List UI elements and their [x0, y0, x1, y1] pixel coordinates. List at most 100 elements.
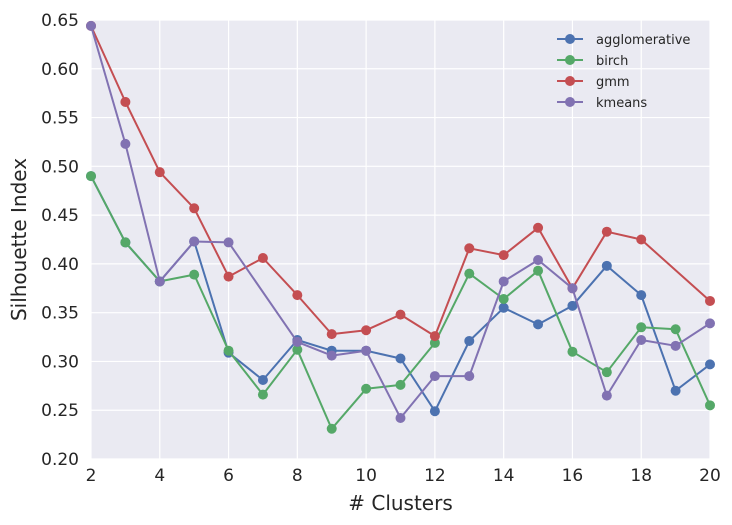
y-tick-label: 0.50: [41, 157, 79, 177]
data-point: [705, 318, 715, 329]
series-line-gmm: [90, 24, 711, 338]
data-point: [705, 400, 715, 411]
legend-item-agglomerative: agglomerative: [557, 33, 690, 48]
series-gmm: [86, 20, 715, 342]
y-axis: 0.20 0.25 0.30 0.35 0.40 0.45 0.50 0.55 0.60 0.65: [41, 11, 79, 470]
data-point: [464, 243, 475, 254]
data-point: [498, 276, 509, 287]
y-axis-label: Silhouette Index: [7, 158, 31, 321]
data-point: [705, 295, 715, 306]
data-point: [223, 237, 234, 248]
data-point: [292, 344, 303, 355]
data-point: [601, 260, 612, 271]
data-point: [154, 276, 165, 287]
data-point: [292, 336, 303, 347]
y-tick-label: 0.65: [41, 11, 79, 31]
data-point: [189, 203, 200, 214]
x-tick-label: 18: [630, 466, 652, 486]
legend-label: gmm: [596, 75, 630, 90]
data-point: [533, 254, 544, 265]
data-point: [567, 300, 578, 311]
x-tick-label: 8: [292, 466, 303, 486]
data-point: [292, 290, 303, 301]
data-point: [257, 253, 268, 264]
series-line-kmeans: [90, 24, 711, 419]
data-point: [120, 96, 131, 107]
data-point: [533, 265, 544, 276]
data-point: [86, 20, 96, 31]
legend-item-birch: birch: [557, 54, 628, 69]
data-point: [464, 371, 475, 382]
y-tick-label: 0.25: [41, 401, 79, 421]
data-point: [636, 234, 647, 245]
data-point: [670, 385, 681, 396]
grid: [90, 19, 711, 460]
data-point: [670, 324, 681, 335]
legend-item-gmm: gmm: [557, 75, 630, 90]
legend: agglomerative birch gmm kmeans: [557, 33, 690, 111]
x-axis-label: # Clusters: [348, 491, 453, 515]
data-point: [395, 309, 406, 320]
y-tick-label: 0.20: [41, 450, 79, 470]
data-point: [189, 236, 200, 247]
data-point: [498, 294, 509, 305]
x-tick-label: 6: [223, 466, 234, 486]
x-tick-label: 4: [154, 466, 165, 486]
data-point: [464, 268, 475, 279]
data-point: [636, 334, 647, 345]
x-tick-label: 10: [355, 466, 377, 486]
data-point: [223, 271, 234, 282]
legend-swatch-marker: [565, 76, 575, 86]
data-point: [120, 138, 131, 149]
legend-swatch-marker: [565, 55, 575, 65]
data-point: [361, 383, 372, 394]
data-point: [464, 335, 475, 346]
series-kmeans: [86, 20, 715, 424]
legend-label: agglomerative: [596, 33, 690, 48]
x-tick-label: 16: [562, 466, 584, 486]
data-point: [257, 374, 268, 385]
data-point: [395, 413, 406, 424]
data-point: [154, 167, 165, 178]
data-point: [86, 171, 96, 182]
data-point: [636, 290, 647, 301]
data-point: [601, 390, 612, 401]
data-point: [567, 346, 578, 357]
data-point: [361, 345, 372, 356]
x-tick-label: 14: [493, 466, 515, 486]
y-tick-label: 0.35: [41, 304, 79, 324]
data-point: [257, 389, 268, 400]
data-point: [670, 340, 681, 351]
data-point: [361, 325, 372, 336]
y-tick-label: 0.60: [41, 60, 79, 80]
data-point: [498, 302, 509, 313]
data-point: [429, 406, 440, 417]
data-point: [326, 423, 337, 434]
legend-swatch-marker: [565, 34, 575, 44]
data-point: [601, 367, 612, 378]
y-tick-label: 0.40: [41, 255, 79, 275]
data-point: [636, 322, 647, 333]
data-point: [533, 319, 544, 330]
data-point: [705, 359, 715, 370]
data-point: [223, 345, 234, 356]
legend-label: kmeans: [596, 96, 647, 111]
data-point: [429, 371, 440, 382]
data-point: [189, 269, 200, 280]
data-point: [601, 226, 612, 237]
x-axis: 2 4 6 8 10 12 14 16 18 20: [86, 466, 721, 486]
data-point: [567, 283, 578, 294]
data-point: [395, 379, 406, 390]
data-point: [395, 353, 406, 364]
legend-swatch-marker: [565, 97, 575, 107]
x-tick-label: 12: [424, 466, 446, 486]
series-layer: [86, 20, 715, 434]
y-tick-label: 0.30: [41, 352, 79, 372]
legend-item-kmeans: kmeans: [557, 96, 647, 111]
data-point: [429, 331, 440, 342]
data-point: [498, 250, 509, 261]
legend-label: birch: [596, 54, 628, 69]
data-point: [326, 329, 337, 340]
data-point: [533, 222, 544, 233]
